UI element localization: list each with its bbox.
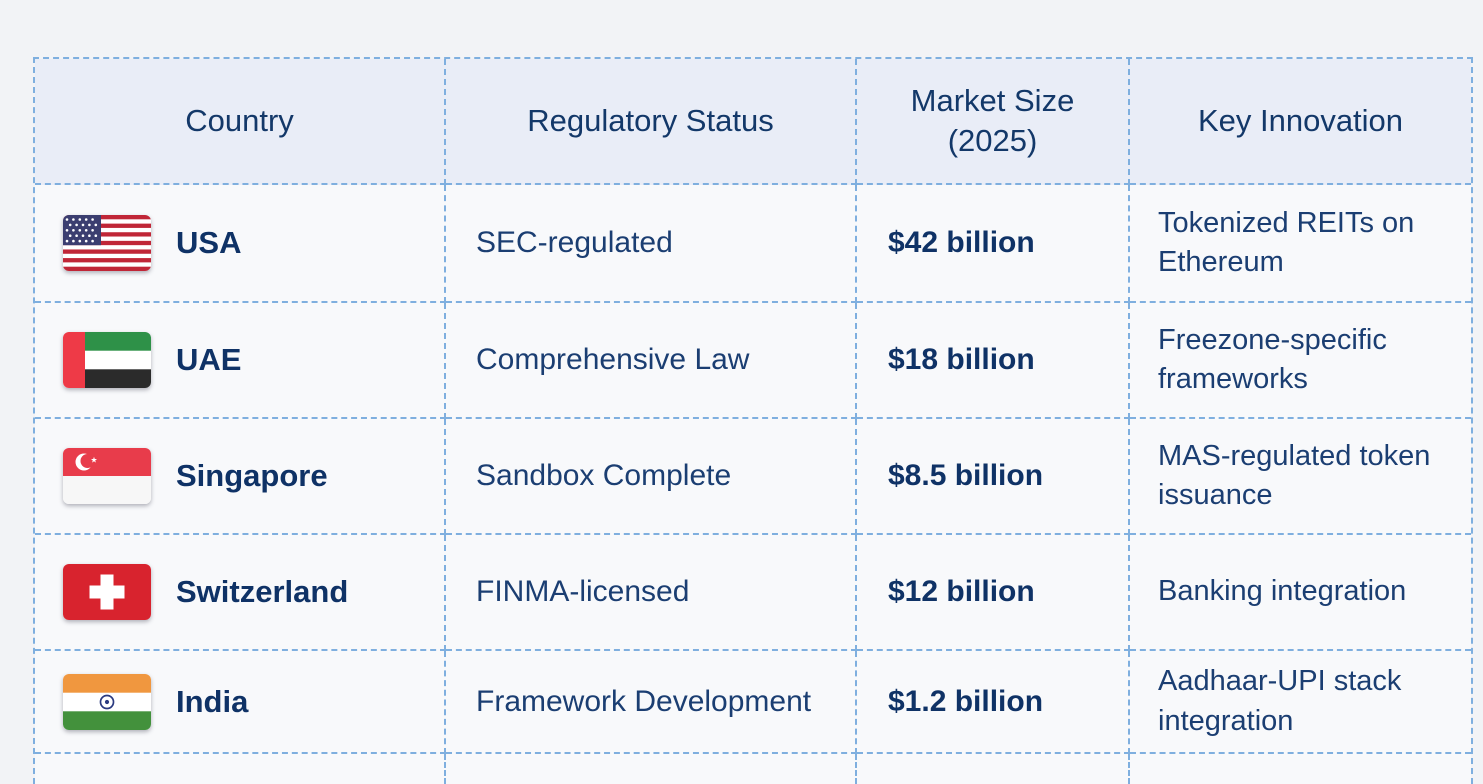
column-header-regulatory-status: Regulatory Status: [446, 59, 857, 185]
column-header-key-innovation: Key Innovation: [1130, 59, 1471, 185]
usa-flag-icon: [63, 215, 151, 271]
partial-next-row-cell: [1130, 754, 1471, 784]
country-cell: USA: [35, 185, 446, 303]
country-name: Switzerland: [176, 574, 349, 609]
regulatory-status-text: FINMA-licensed: [476, 575, 690, 608]
market-size-text: $12 billion: [888, 575, 1035, 608]
regulatory-status-cell: Comprehensive Law: [446, 303, 857, 419]
key-innovation-cell: Tokenized REITs on Ethereum: [1130, 185, 1471, 303]
regulatory-status-cell: Sandbox Complete: [446, 419, 857, 535]
partial-next-row-cell: [446, 754, 857, 784]
country-cell: UAE: [35, 303, 446, 419]
regulatory-status-text: SEC-regulated: [476, 226, 673, 259]
country-name: USA: [176, 225, 242, 260]
column-header-country: Country: [35, 59, 446, 185]
country-cell: India: [35, 651, 446, 754]
regulatory-status-cell: SEC-regulated: [446, 185, 857, 303]
market-size-text: $1.2 billion: [888, 684, 1044, 718]
country-cell: Switzerland: [35, 535, 446, 651]
country-cell: Singapore: [35, 419, 446, 535]
partial-next-row-cell: [35, 754, 446, 784]
country-comparison-table: Country Regulatory Status Market Size (2…: [33, 57, 1473, 784]
column-header-market-size: Market Size (2025): [857, 59, 1130, 185]
key-innovation-text: Aadhaar-UPI stack integration: [1158, 665, 1402, 737]
switzerland-flag-icon: [63, 564, 151, 620]
key-innovation-cell: Aadhaar-UPI stack integration: [1130, 651, 1471, 754]
key-innovation-text: MAS-regulated token issuance: [1158, 439, 1431, 511]
regulatory-status-cell: Framework Development: [446, 651, 857, 754]
country-name: UAE: [176, 342, 242, 377]
regulatory-status-cell: FINMA-licensed: [446, 535, 857, 651]
key-innovation-text: Tokenized REITs on Ethereum: [1158, 206, 1415, 278]
key-innovation-cell: Banking integration: [1130, 535, 1471, 651]
country-name: India: [176, 683, 249, 719]
singapore-flag-icon: [63, 448, 151, 504]
market-size-text: $42 billion: [888, 226, 1035, 259]
key-innovation-text: Freezone-specific frameworks: [1158, 323, 1387, 395]
regulatory-status-text: Comprehensive Law: [476, 343, 750, 376]
market-size-text: $18 billion: [888, 343, 1035, 376]
market-size-text: $8.5 billion: [888, 459, 1044, 492]
market-size-cell: $18 billion: [857, 303, 1130, 419]
key-innovation-cell: MAS-regulated token issuance: [1130, 419, 1471, 535]
market-size-cell: $42 billion: [857, 185, 1130, 303]
india-flag-icon: [63, 673, 151, 730]
uae-flag-icon: [63, 332, 151, 388]
country-name: Singapore: [176, 458, 328, 493]
market-size-cell: $8.5 billion: [857, 419, 1130, 535]
regulatory-status-text: Framework Development: [476, 684, 812, 718]
market-size-cell: $1.2 billion: [857, 651, 1130, 754]
key-innovation-cell: Freezone-specific frameworks: [1130, 303, 1471, 419]
regulatory-status-text: Sandbox Complete: [476, 459, 732, 492]
market-size-cell: $12 billion: [857, 535, 1130, 651]
partial-next-row-cell: [857, 754, 1130, 784]
key-innovation-text: Banking integration: [1158, 575, 1407, 608]
